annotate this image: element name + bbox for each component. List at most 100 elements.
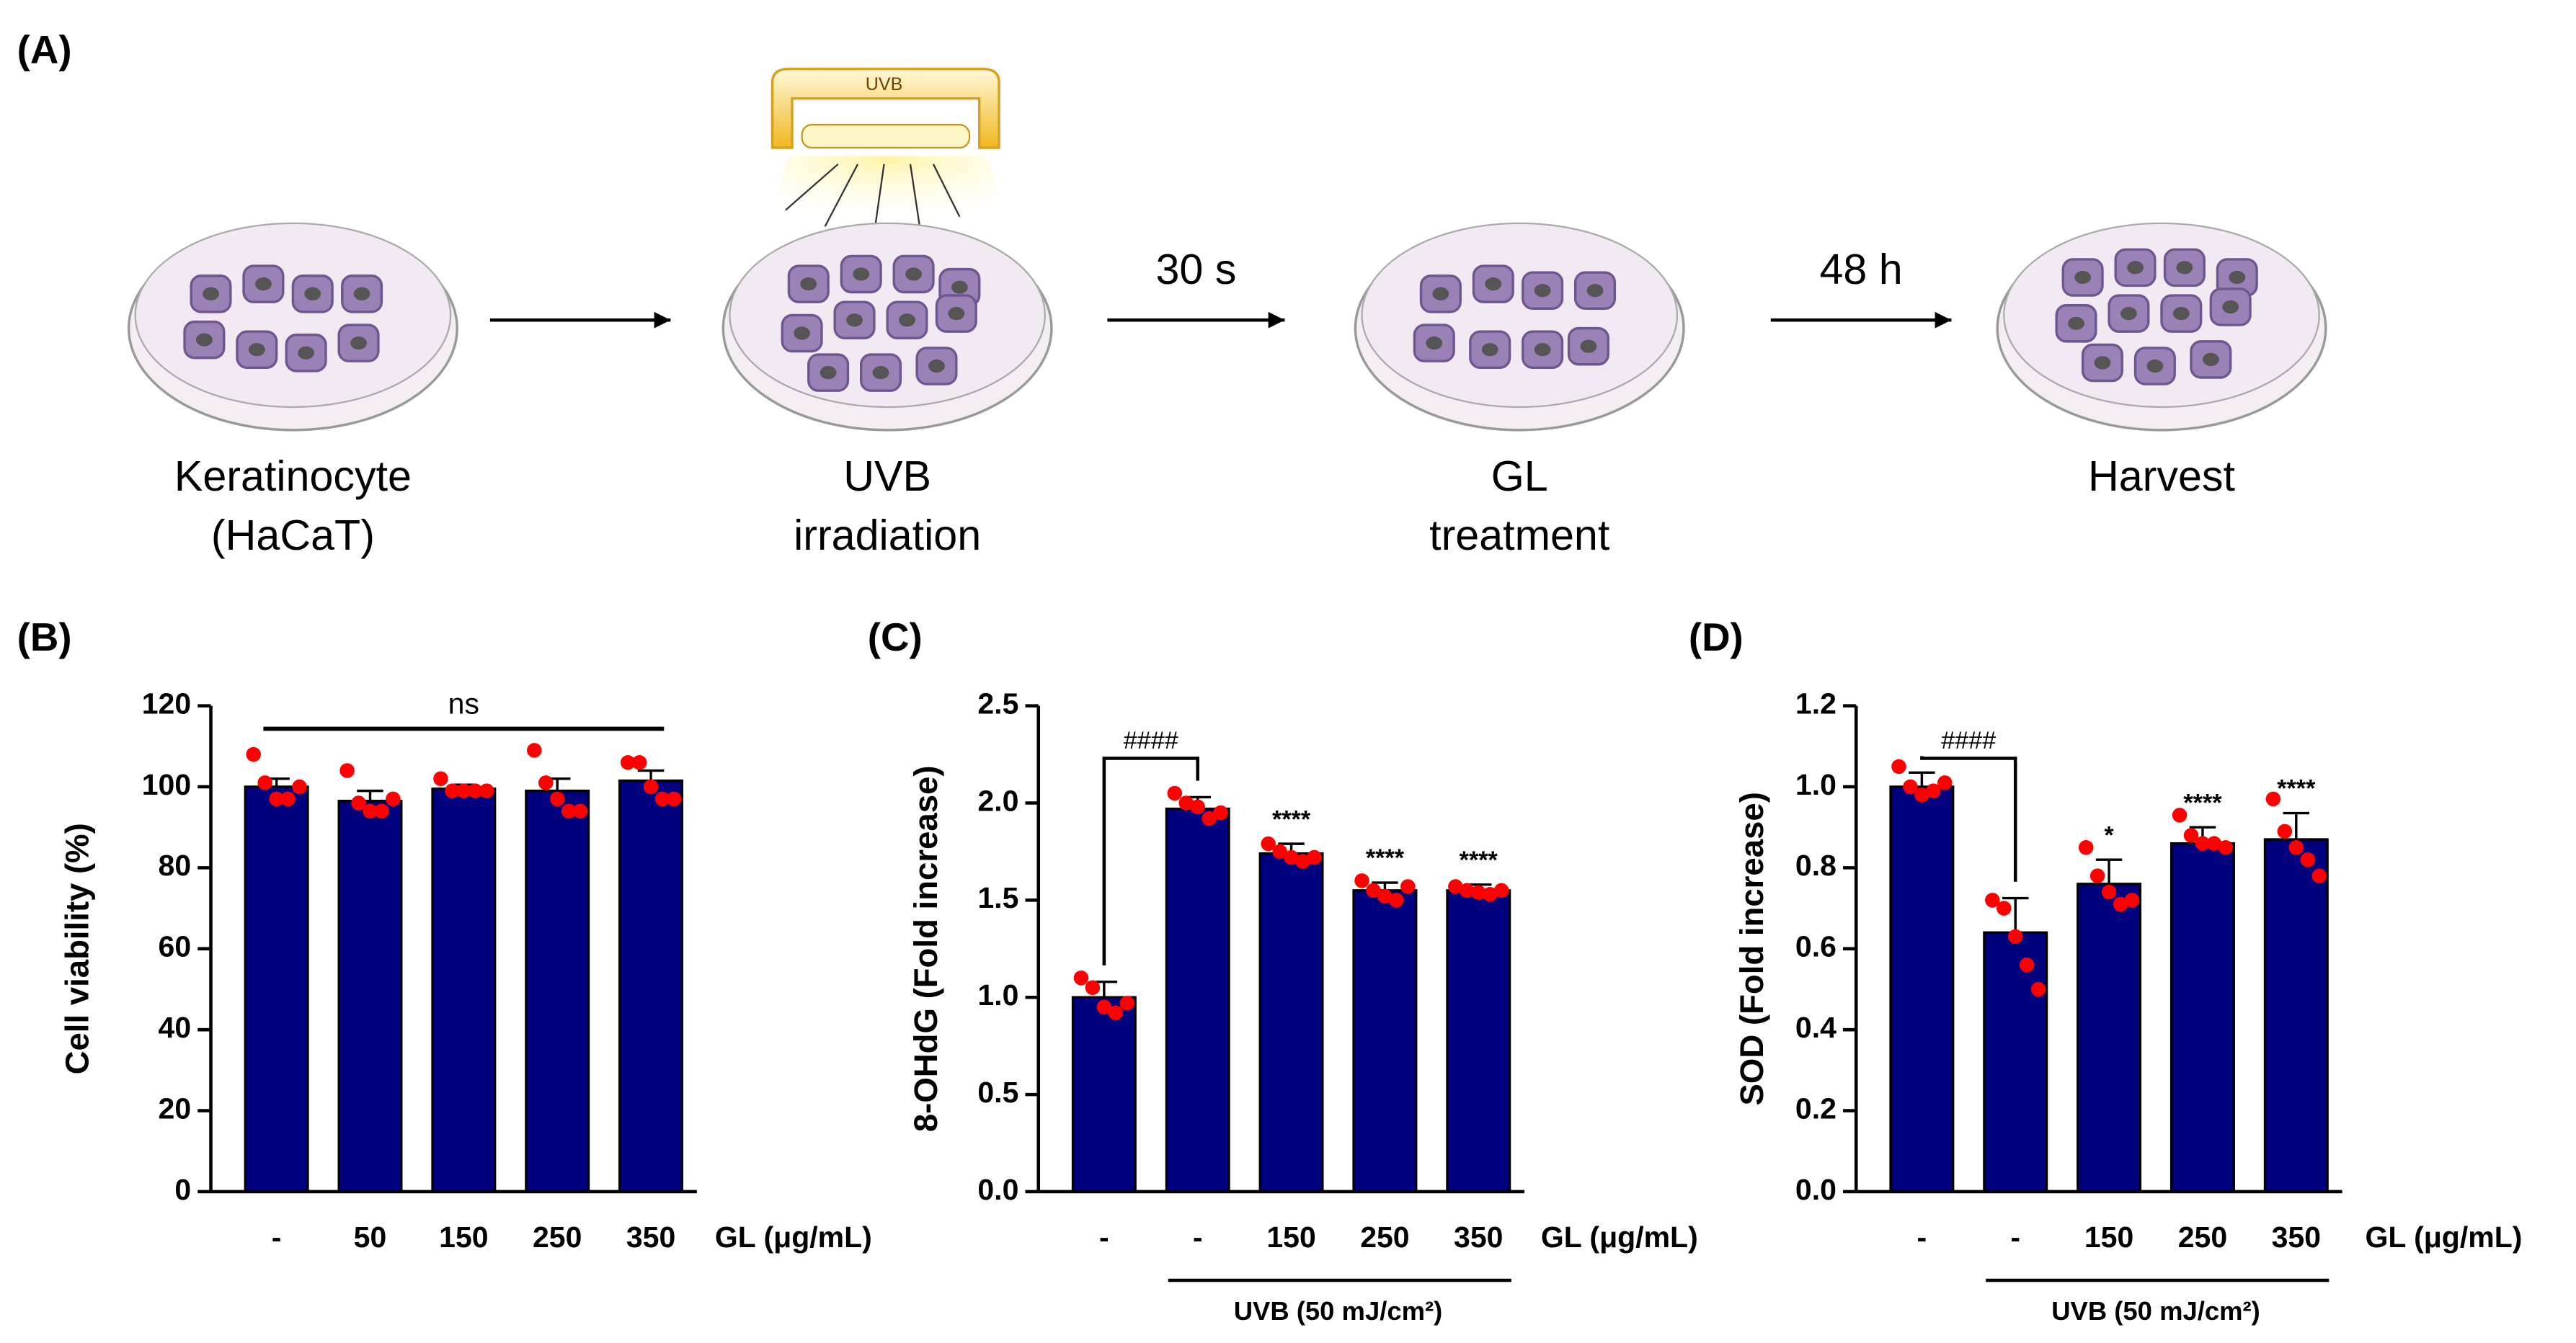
- data-point: [1085, 980, 1101, 995]
- data-point: [386, 791, 401, 807]
- annotation: ns: [448, 687, 479, 720]
- nucleus: [2146, 359, 2164, 373]
- error-bar: [2095, 858, 2123, 884]
- panel-label: (C): [868, 615, 923, 659]
- y-tick-label: 100: [142, 768, 191, 801]
- x-axis-title: GL (μg/mL): [2365, 1221, 2522, 1254]
- data-point: [1178, 795, 1194, 811]
- data-point: [1073, 971, 1089, 986]
- x-tick-label: -: [1099, 1221, 1109, 1254]
- data-point: [2030, 981, 2046, 997]
- bar: [1352, 889, 1418, 1193]
- nucleus: [800, 277, 817, 291]
- significance: *: [2104, 821, 2114, 849]
- data-point: [1937, 775, 1953, 790]
- data-point: [1167, 785, 1183, 801]
- data-point: [1261, 836, 1276, 852]
- x-tick-label: 250: [1360, 1221, 1409, 1254]
- significance: ****: [2277, 775, 2316, 803]
- bracket: [1102, 757, 1199, 965]
- bar: [1446, 889, 1511, 1193]
- data-point: [246, 746, 261, 762]
- x-tick-label: 250: [2178, 1221, 2227, 1254]
- nucleus: [1426, 336, 1443, 350]
- data-point: [1926, 783, 1941, 798]
- data-point: [1448, 879, 1463, 894]
- y-tick-label: 1.0: [1795, 768, 1836, 801]
- data-point: [351, 795, 366, 811]
- data-point: [339, 763, 355, 778]
- data-point: [1471, 885, 1486, 900]
- data-point: [2277, 824, 2293, 839]
- data-point: [2300, 852, 2316, 867]
- data-point: [1307, 849, 1322, 865]
- data-point: [292, 779, 307, 795]
- nucleus: [872, 366, 889, 380]
- data-point: [257, 775, 272, 790]
- y-tick-label: 0.2: [1795, 1092, 1836, 1125]
- bar: [1258, 852, 1324, 1193]
- bar: [618, 779, 684, 1193]
- bracket-label: ####: [1941, 727, 1996, 754]
- data-point: [2019, 958, 2035, 973]
- error-bar: [357, 789, 383, 801]
- arrow-head: [654, 311, 671, 329]
- nucleus: [928, 359, 945, 373]
- data-point: [2089, 868, 2105, 883]
- data-point: [666, 791, 682, 807]
- data-point: [1914, 787, 1929, 803]
- bar: [1983, 931, 2048, 1193]
- group-label: UVB (50 mJ/cm²): [2051, 1296, 2260, 1326]
- data-point: [1119, 996, 1134, 1011]
- dish-rim: [1361, 222, 1679, 409]
- data-point: [2218, 840, 2234, 855]
- error-bar: [1909, 771, 1935, 787]
- uvb-lamp: [755, 67, 1019, 246]
- data-point: [2007, 929, 2023, 945]
- y-tick-label: 0.4: [1795, 1011, 1836, 1044]
- data-point: [1400, 879, 1416, 894]
- error-bar: [2283, 811, 2310, 840]
- data-point: [1891, 759, 1906, 775]
- data-point: [1482, 887, 1498, 902]
- data-point: [445, 783, 460, 798]
- data-point: [2113, 896, 2128, 912]
- lamp-label: UVB: [866, 74, 903, 94]
- data-point: [2101, 884, 2117, 900]
- panel-label: (B): [17, 615, 72, 659]
- y-tick-label: 1.0: [977, 978, 1018, 1012]
- significance: ****: [1272, 806, 1311, 833]
- y-tick-label: 1.5: [977, 881, 1018, 914]
- nucleus: [2229, 270, 2246, 285]
- nucleus: [2120, 307, 2137, 321]
- nucleus: [2202, 352, 2219, 367]
- data-point: [280, 791, 296, 807]
- data-point: [1354, 873, 1369, 888]
- bracket-label: ####: [1124, 727, 1178, 754]
- step-label: (HaCaT): [211, 511, 375, 559]
- x-tick-label: 150: [2084, 1221, 2133, 1254]
- step-label: Keratinocyte: [174, 452, 412, 500]
- nucleus: [2172, 307, 2190, 321]
- x-tick-label: 150: [1266, 1221, 1315, 1254]
- panel-label: (D): [1689, 615, 1744, 659]
- x-tick-label: -: [1193, 1221, 1203, 1254]
- y-axis-title: 8-OHdG (Fold increase): [907, 765, 944, 1132]
- nucleus: [304, 287, 321, 300]
- nucleus: [248, 343, 265, 357]
- step-label: UVB: [843, 452, 931, 500]
- data-point: [1202, 811, 1217, 826]
- nucleus: [1481, 343, 1498, 357]
- y-tick-label: 0.5: [977, 1076, 1018, 1109]
- data-point: [2078, 840, 2094, 855]
- data-point: [1389, 893, 1404, 908]
- nucleus: [196, 333, 213, 347]
- nucleus: [853, 267, 870, 281]
- step-label: GL: [1491, 452, 1548, 500]
- x-tick-label: -: [2010, 1221, 2020, 1254]
- y-tick-label: 2.5: [977, 687, 1018, 720]
- step-label: Harvest: [2088, 452, 2236, 500]
- data-point: [468, 783, 483, 798]
- bar: [337, 799, 403, 1193]
- x-axis-title: GL (μg/mL): [715, 1221, 872, 1254]
